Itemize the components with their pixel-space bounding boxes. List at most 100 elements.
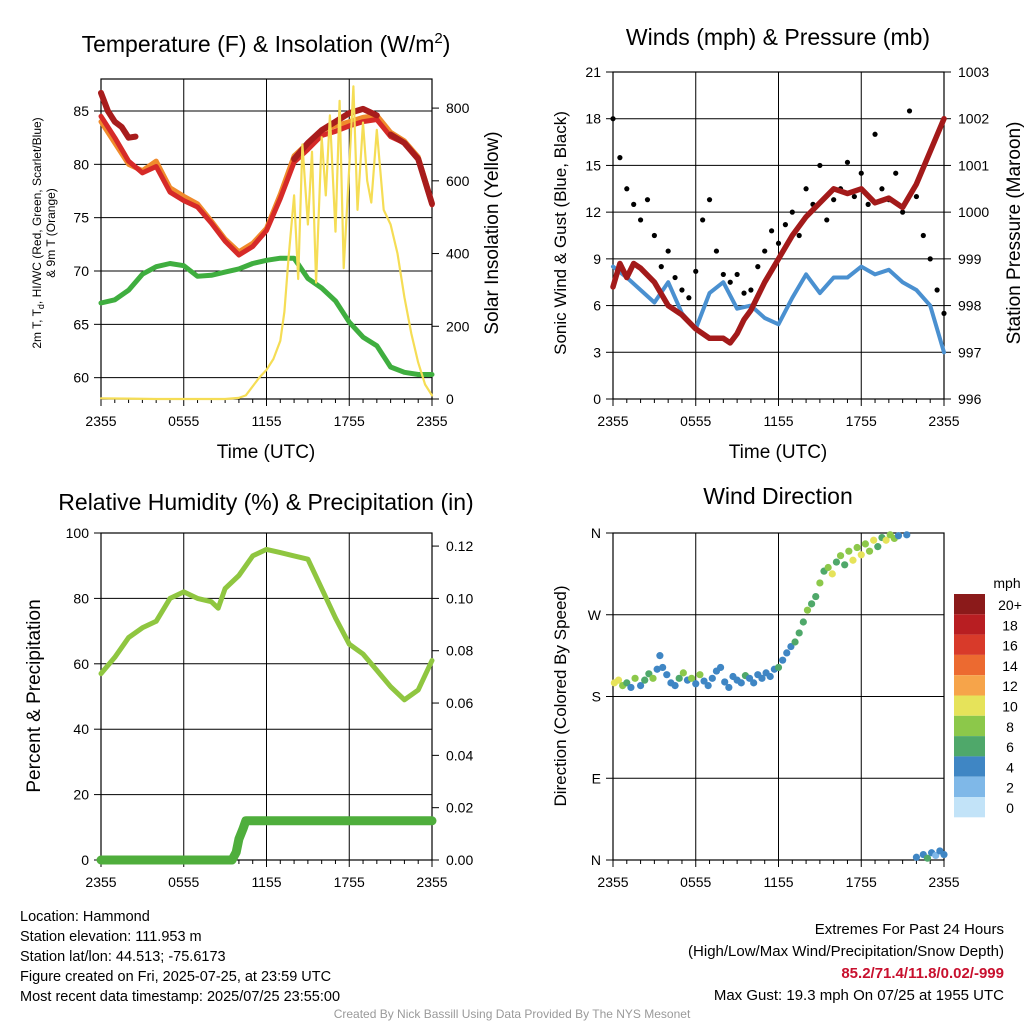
legend-label: 2 <box>1006 780 1014 796</box>
x-tick-label: 1755 <box>334 874 365 890</box>
y2-tick-label: 0.04 <box>446 747 473 763</box>
plot-frame <box>612 532 945 861</box>
gust-point <box>803 186 809 192</box>
y-axis-label-line1b: , HI/WC (Red, Green, Scarlet/Blue) <box>30 117 44 304</box>
gust-point <box>893 170 899 176</box>
direction-point <box>779 656 787 664</box>
gust-point <box>700 217 706 223</box>
direction-point <box>671 682 679 690</box>
gust-point <box>651 232 657 239</box>
direction-point <box>824 563 832 572</box>
x-axis-label: Time (UTC) <box>217 442 316 463</box>
extremes-title: Extremes For Past 24 Hours <box>814 921 1004 938</box>
gust-point <box>831 197 837 203</box>
plot-frame <box>612 71 945 400</box>
legend-label: 0 <box>1006 800 1014 816</box>
direction-point <box>641 676 649 684</box>
direction-point <box>745 674 754 682</box>
gust-point <box>727 279 733 285</box>
y-tick-label: 15 <box>585 157 601 173</box>
direction-point <box>766 672 774 681</box>
x-tick-label: 1755 <box>846 874 877 890</box>
y-tick-label: 60 <box>73 370 89 386</box>
extremes-subtitle: (High/Low/Max Wind/Precipitation/Snow De… <box>688 943 1004 960</box>
gust-point <box>906 108 913 114</box>
x-tick-label: 1155 <box>763 874 793 890</box>
direction-point <box>870 536 878 544</box>
y-axis-label-line2: & 9m T (Orange) <box>44 188 58 278</box>
y2-axis-label: Solar Insolation (Yellow) <box>482 131 503 334</box>
direction-point <box>791 638 799 646</box>
legend-label: 10 <box>1002 699 1018 715</box>
direction-point <box>803 606 812 614</box>
chart-title: Winds (mph) & Pressure (mb) <box>626 24 930 50</box>
legend-swatch <box>954 594 985 615</box>
extremes-summary: Extremes For Past 24 Hours (High/Low/Max… <box>688 919 1004 1007</box>
direction-point <box>758 674 766 682</box>
gust-point <box>769 228 775 234</box>
y-tick-label: S <box>592 689 601 705</box>
speed-legend: mph 20+ 18 16 14 12 10 8 6 4 2 0 <box>954 575 1022 818</box>
gust-point <box>644 197 651 203</box>
gust-point <box>748 287 754 293</box>
x-tick-label: 0555 <box>168 413 199 429</box>
y-tick-label: 70 <box>73 263 89 279</box>
y-tick-label: 12 <box>585 204 601 220</box>
station-location: Location: Hammond <box>20 909 150 925</box>
wind-line <box>611 264 946 355</box>
direction-point <box>808 600 816 608</box>
direction-point <box>704 682 712 690</box>
y2-tick-label: 996 <box>958 391 982 407</box>
y2-tick-label: 800 <box>446 100 470 116</box>
direction-point <box>721 678 729 686</box>
panel-2: Relative Humidity (%) & Precipitation (i… <box>24 489 474 890</box>
y-tick-label: 18 <box>585 111 601 127</box>
direction-point <box>774 663 783 672</box>
legend-swatch <box>954 736 985 757</box>
direction-point <box>750 679 758 687</box>
y-tick-label: 65 <box>73 316 89 332</box>
y2-tick-label: 0.12 <box>446 538 473 554</box>
y-tick-label: 40 <box>73 721 89 737</box>
gust-point <box>858 170 864 176</box>
y2-tick-label: 0.08 <box>446 643 473 659</box>
direction-point <box>696 671 704 679</box>
legend-label: 20+ <box>998 597 1022 613</box>
direction-point <box>700 677 708 685</box>
gust-point <box>872 131 878 137</box>
gust-point <box>672 274 678 281</box>
gust-point <box>755 264 761 270</box>
legend-swatch <box>954 715 985 737</box>
x-tick-label: 1155 <box>251 413 281 429</box>
y2-tick-label: 999 <box>958 251 982 267</box>
y-tick-label: 100 <box>66 525 90 541</box>
recent-data-timestamp: Most recent data timestamp: 2025/07/25 2… <box>20 989 341 1005</box>
x-tick-label: 1155 <box>251 874 281 890</box>
gust-point <box>665 248 671 254</box>
gust-point <box>658 264 664 270</box>
direction-point <box>656 652 664 660</box>
gust-point <box>762 248 768 254</box>
y2-tick-label: 0.06 <box>446 695 473 711</box>
direction-point <box>832 558 841 566</box>
direction-point <box>912 853 921 861</box>
y2-axis-label: Station Pressure (Maroon) <box>1004 122 1024 345</box>
insolation-line <box>99 85 434 401</box>
legend-swatch <box>954 776 985 797</box>
gust-point <box>631 201 637 207</box>
chart-title: Wind Direction <box>703 483 853 509</box>
y2-tick-label: 0.00 <box>446 852 473 868</box>
pressure-line <box>610 115 947 346</box>
y2-tick-label: 0 <box>446 391 454 407</box>
y2-tick-label: 997 <box>958 344 982 360</box>
gust-point <box>741 290 747 296</box>
direction-point <box>903 531 911 539</box>
y-tick-label: N <box>591 525 601 541</box>
x-tick-label: 0555 <box>168 874 199 890</box>
direction-point <box>692 680 700 688</box>
gust-point <box>610 116 616 122</box>
direction-point <box>659 663 667 672</box>
y-axis-label: Direction (Colored By Speed) <box>551 585 570 806</box>
gust-point <box>913 193 920 200</box>
legend-swatch <box>954 695 985 716</box>
